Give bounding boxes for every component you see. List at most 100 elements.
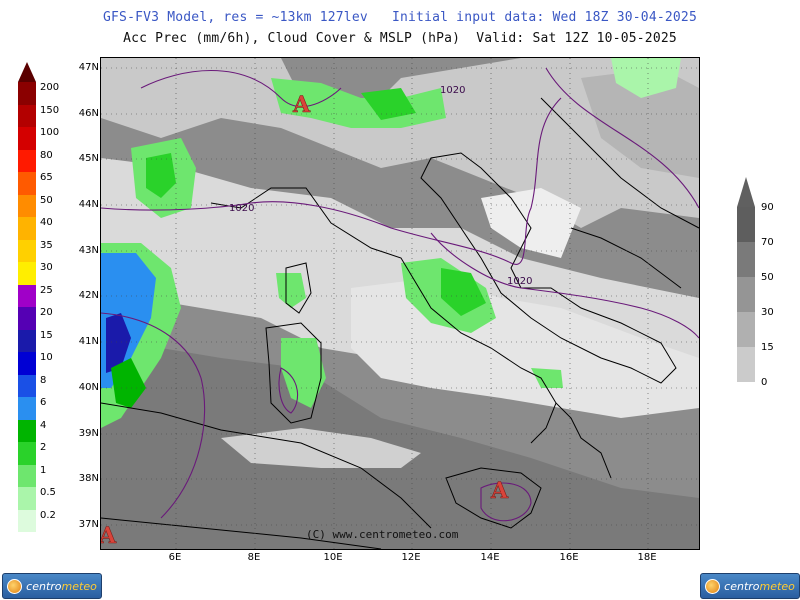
precip-colorbar-swatch <box>18 374 36 397</box>
isobar-label-1020-adriatic: 1020 <box>507 276 532 287</box>
precip-colorbar: 200 150 100 80 65 50 40 35 30 25 20 15 10 8 6 4 2 1 0.5 0.2 <box>18 62 78 532</box>
logo-word-1: centro <box>724 579 760 593</box>
sun-icon <box>705 578 721 594</box>
precip-colorbar-swatch <box>18 82 36 105</box>
precip-area-northeast <box>611 58 681 98</box>
isobar-label-1020-alps: 1020 <box>440 85 465 96</box>
precip-colorbar-label: 4 <box>40 419 47 431</box>
lat-label: 40N <box>78 382 99 393</box>
cloud-colorbar-swatch <box>737 207 755 242</box>
coastline-balkans <box>540 97 699 289</box>
centrometeo-logo-right[interactable]: centrometeo <box>700 573 800 599</box>
cloud-colorbar-swatch <box>737 347 755 382</box>
coastline-italy <box>210 152 677 479</box>
centrometeo-logo-left[interactable]: centrometeo <box>2 573 102 599</box>
precip-colorbar-label: 150 <box>40 104 60 116</box>
high-pressure-marker-sicily: A <box>490 478 509 504</box>
cloud-colorbar-label: 50 <box>761 272 774 283</box>
cloud-colorbar-label: 90 <box>761 202 774 213</box>
high-pressure-marker-southwest: A <box>101 523 117 549</box>
cloud-colorbar-label: 0 <box>761 377 768 388</box>
lon-label: 18E <box>637 552 657 563</box>
precip-colorbar-label: 80 <box>40 149 53 161</box>
precip-colorbar-label: 25 <box>40 284 53 296</box>
weather-map: 1020 1020 1020 A A A <box>100 57 700 550</box>
lat-label: 39N <box>78 428 99 439</box>
precip-colorbar-label: 20 <box>40 307 53 318</box>
precip-colorbar-swatch <box>18 419 36 442</box>
precip-colorbar-label: 200 <box>40 82 60 93</box>
precip-colorbar-label: 30 <box>40 262 53 273</box>
precip-colorbar-label: 6 <box>40 397 47 408</box>
lon-label: 6E <box>168 552 182 563</box>
cloud-colorbar-label: 30 <box>761 307 774 318</box>
copyright-label: (C) www.centrometeo.com <box>306 528 459 541</box>
precip-colorbar-label: 50 <box>40 194 53 206</box>
cloud-colorbar-swatch <box>737 277 755 312</box>
cloud-colorbar-swatch <box>737 242 755 277</box>
precip-colorbar-swatch <box>18 487 36 510</box>
logo-word-1: centro <box>26 579 62 593</box>
lat-label: 38N <box>78 473 99 484</box>
graticule <box>101 58 699 549</box>
precip-colorbar-swatch <box>18 149 36 172</box>
cloud-region-north <box>101 58 699 228</box>
cloud-colorbar: 90 70 50 30 15 0 <box>737 177 797 427</box>
lat-label: 44N <box>78 199 99 210</box>
precip-colorbar-label: 0.5 <box>40 487 56 498</box>
cloud-region-balkans <box>581 68 699 178</box>
cloud-colorbar-label: 15 <box>761 342 774 353</box>
precip-area-central-core <box>441 268 486 316</box>
high-pressure-marker-alps: A <box>292 92 311 118</box>
cloud-clear-adriatic <box>481 188 581 258</box>
coastline-corsica <box>285 262 312 314</box>
lon-label: 10E <box>323 552 343 563</box>
precip-colorbar-swatch <box>18 509 36 532</box>
precip-colorbar-label: 100 <box>40 127 60 138</box>
precip-colorbar-swatch <box>18 442 36 465</box>
precip-colorbar-label: 65 <box>40 172 53 183</box>
lon-label: 14E <box>480 552 500 563</box>
precip-colorbar-label: 1 <box>40 464 47 476</box>
chart-title-line2: Acc Prec (mm/6h), Cloud Cover & MSLP (hP… <box>123 31 677 46</box>
precip-colorbar-label: 15 <box>40 329 53 341</box>
sun-icon <box>7 578 23 594</box>
map-canvas: 1020 1020 1020 A A A <box>101 58 699 549</box>
isobar-label-1020-ligurian: 1020 <box>229 203 254 214</box>
lat-label: 42N <box>78 290 99 301</box>
coastline-sardinia <box>265 322 322 424</box>
lat-label: 43N <box>78 245 99 256</box>
precip-colorbar-swatch <box>18 262 36 285</box>
precip-colorbar-label: 8 <box>40 374 47 386</box>
precip-colorbar-swatch <box>18 284 36 307</box>
precip-colorbar-label: 35 <box>40 239 53 251</box>
lat-label: 45N <box>78 153 99 164</box>
precip-colorbar-swatch <box>18 217 36 240</box>
logo-word-2: meteo <box>61 579 97 593</box>
precip-colorbar-swatch <box>18 464 36 487</box>
lon-label: 8E <box>247 552 261 563</box>
precip-area-calabria <box>531 368 563 388</box>
lat-label: 47N <box>78 62 99 73</box>
lat-label: 41N <box>78 336 99 347</box>
precip-area-france-core <box>146 153 176 198</box>
cloud-colorbar-swatch <box>737 312 755 347</box>
coastline-africa <box>101 402 432 549</box>
precip-colorbar-swatch <box>18 397 36 420</box>
precip-colorbar-label: 2 <box>40 442 47 453</box>
chart-title-line1: GFS-FV3 Model, res = ~13km 127lev Initia… <box>103 10 697 25</box>
precip-area-corsica <box>276 273 306 308</box>
precip-colorbar-swatch <box>18 127 36 150</box>
precip-colorbar-swatch <box>18 329 36 352</box>
cloud-colorbar-top-arrow <box>737 177 755 207</box>
coastline-sicily <box>445 467 542 529</box>
precip-colorbar-top-arrow <box>18 62 36 82</box>
cloud-colorbar-label: 70 <box>761 237 774 248</box>
precip-colorbar-swatch <box>18 307 36 330</box>
precip-colorbar-label: 0.2 <box>40 509 56 521</box>
precip-area-alps-core <box>361 88 416 120</box>
lat-label: 37N <box>78 519 99 530</box>
lon-label: 16E <box>559 552 579 563</box>
precip-colorbar-swatch <box>18 352 36 375</box>
logo-word-2: meteo <box>759 579 795 593</box>
